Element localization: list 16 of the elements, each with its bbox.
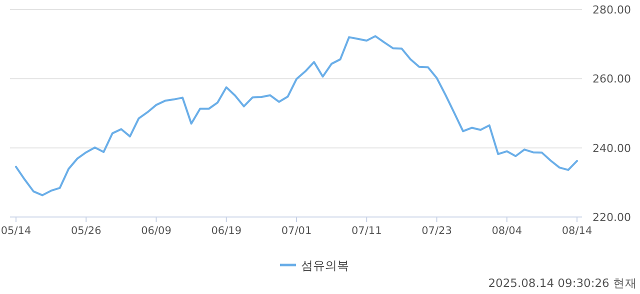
x-tick-label: 07/11	[351, 225, 382, 237]
legend-label: 섬유의복	[301, 258, 349, 272]
y-tick-label: 260.00	[592, 72, 631, 86]
y-tick-label: 220.00	[592, 211, 631, 224]
line-series	[15, 35, 578, 196]
x-tick-label: 05/14	[0, 225, 32, 237]
x-tick-label: 08/14	[562, 225, 592, 237]
y-tick-label: 280.00	[592, 4, 631, 16]
x-tick-label: 07/23	[422, 225, 452, 237]
text: 2025.08.14 09:30:26 현재	[488, 276, 637, 290]
x-tick-label: 05/26	[70, 225, 102, 237]
x-tick-label: 06/09	[141, 225, 172, 237]
x-tick-label: 07/01	[281, 225, 312, 237]
y-tick-label: 240.00	[592, 142, 631, 155]
x-tick-label: 08/04	[492, 225, 522, 237]
x-tick-label: 06/19	[211, 225, 242, 237]
